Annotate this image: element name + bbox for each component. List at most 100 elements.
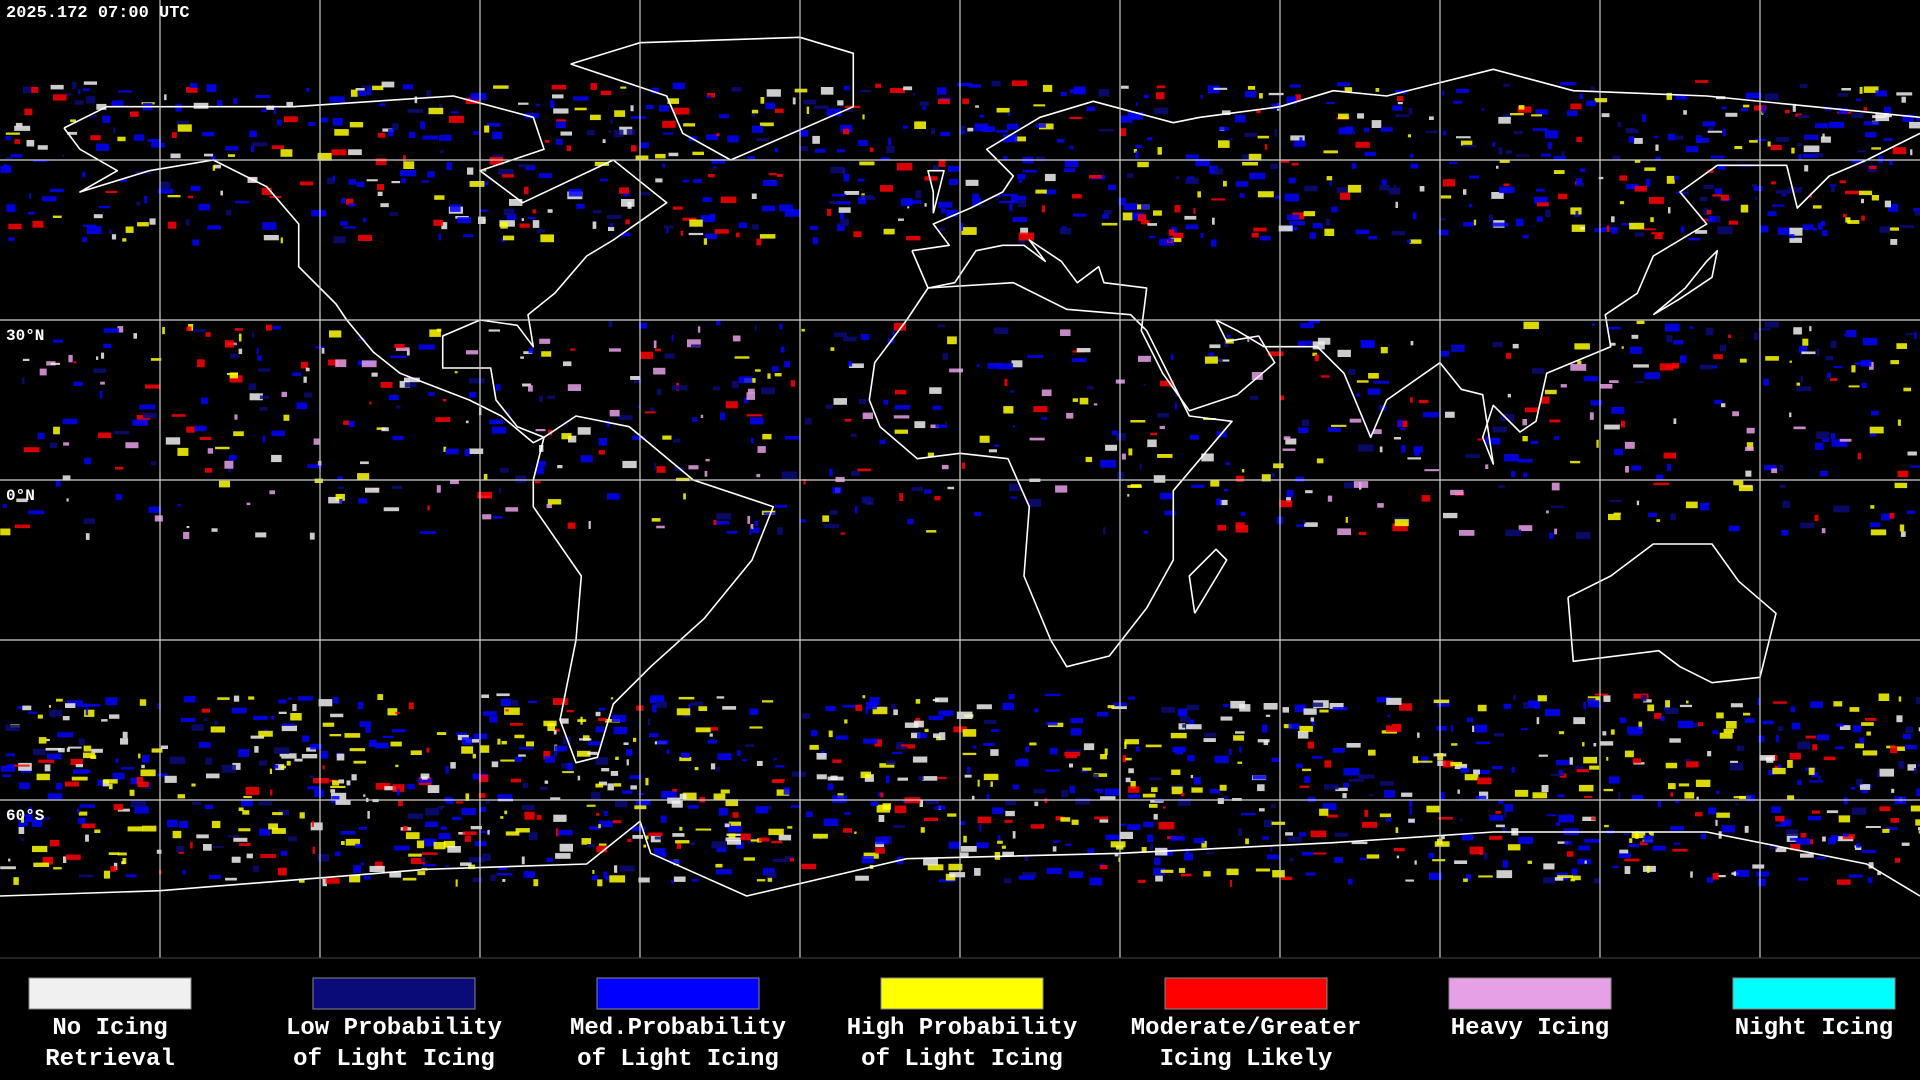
icing-patch	[1703, 207, 1709, 216]
icing-patch	[311, 820, 314, 827]
icing-patch	[1586, 100, 1596, 107]
icing-patch	[1294, 704, 1306, 713]
icing-patch	[824, 523, 840, 529]
icing-patch	[918, 776, 924, 781]
icing-patch	[50, 84, 64, 90]
icing-patch	[1627, 726, 1643, 735]
icing-patch	[1833, 701, 1843, 707]
icing-patch	[49, 442, 57, 448]
icing-patch	[186, 326, 192, 332]
icing-patch	[713, 166, 717, 169]
icing-patch	[1611, 227, 1618, 234]
icing-patch	[1763, 378, 1769, 386]
icing-patch	[1359, 857, 1367, 861]
icing-patch	[1380, 347, 1388, 354]
icing-patch	[1629, 346, 1642, 354]
icing-patch	[348, 179, 356, 185]
icing-patch	[309, 532, 315, 540]
icing-patch	[1753, 186, 1763, 192]
icing-patch	[380, 382, 393, 388]
icing-patch	[1631, 465, 1642, 471]
icing-patch	[1689, 326, 1694, 329]
icing-patch	[1655, 144, 1659, 151]
icing-patch	[870, 801, 879, 806]
icing-patch	[320, 117, 329, 123]
icing-patch	[536, 103, 540, 107]
icing-patch	[1379, 446, 1383, 453]
icing-patch	[1896, 92, 1913, 96]
icing-patch	[1469, 203, 1473, 208]
icing-patch	[552, 94, 564, 99]
icing-patch	[207, 225, 221, 230]
icing-patch	[460, 862, 472, 866]
icing-patch	[1155, 92, 1165, 100]
icing-patch	[439, 134, 452, 141]
icing-patch	[1518, 837, 1534, 844]
icing-patch	[901, 744, 916, 749]
icing-patch	[874, 739, 882, 747]
icing-patch	[1796, 382, 1801, 386]
icing-patch	[1230, 700, 1246, 709]
icing-patch	[959, 821, 965, 826]
icing-patch	[1549, 532, 1554, 539]
icing-patch	[622, 460, 637, 469]
icing-patch	[75, 764, 83, 768]
icing-patch	[860, 771, 871, 779]
icing-patch	[433, 841, 446, 850]
icing-patch	[1800, 853, 1814, 858]
icing-patch	[332, 780, 340, 786]
icing-patch	[1111, 706, 1127, 710]
icing-patch	[556, 828, 559, 837]
icing-patch	[1675, 95, 1688, 100]
icing-patch	[879, 763, 895, 768]
icing-patch	[1536, 216, 1543, 222]
icing-patch	[688, 232, 704, 236]
icing-patch	[1153, 475, 1166, 483]
icing-patch	[8, 858, 11, 862]
icing-patch	[1712, 873, 1719, 880]
icing-patch	[101, 719, 108, 722]
icing-patch	[1249, 172, 1266, 180]
icing-patch	[1260, 235, 1271, 241]
icing-patch	[429, 329, 441, 337]
icing-patch	[1286, 490, 1294, 498]
icing-patch	[1793, 426, 1806, 430]
icing-patch	[241, 799, 253, 807]
icing-patch	[1409, 808, 1412, 816]
icing-patch	[546, 503, 552, 509]
icing-patch	[603, 871, 608, 879]
icing-patch	[1850, 787, 1856, 790]
icing-patch	[171, 414, 186, 417]
icing-patch	[1673, 340, 1684, 345]
icing-patch	[337, 476, 343, 480]
icing-patch	[756, 473, 761, 478]
icing-patch	[1802, 338, 1809, 346]
icing-patch	[1299, 785, 1310, 788]
icing-patch	[1007, 113, 1011, 116]
icing-patch	[2, 774, 11, 777]
icing-patch	[1740, 204, 1749, 213]
icing-patch	[825, 404, 833, 409]
icing-patch	[467, 167, 474, 175]
icing-patch	[524, 113, 540, 119]
icing-patch	[1244, 91, 1257, 98]
icing-patch	[177, 503, 181, 507]
icing-patch	[343, 420, 350, 425]
icing-patch	[716, 133, 720, 137]
icing-patch	[1325, 219, 1331, 226]
icing-patch	[1033, 104, 1046, 107]
icing-patch	[1789, 837, 1800, 841]
icing-patch	[1824, 108, 1832, 111]
icing-patch	[933, 164, 940, 172]
icing-patch	[46, 738, 50, 742]
icing-patch	[1854, 362, 1866, 365]
icing-patch	[1473, 769, 1480, 775]
icing-patch	[544, 756, 555, 763]
icing-patch	[1271, 821, 1286, 825]
icing-patch	[1413, 446, 1423, 453]
icing-patch	[23, 86, 35, 94]
icing-patch	[1004, 378, 1008, 387]
icing-patch	[1303, 211, 1316, 217]
icing-patch	[20, 769, 32, 773]
icing-patch	[535, 429, 546, 432]
